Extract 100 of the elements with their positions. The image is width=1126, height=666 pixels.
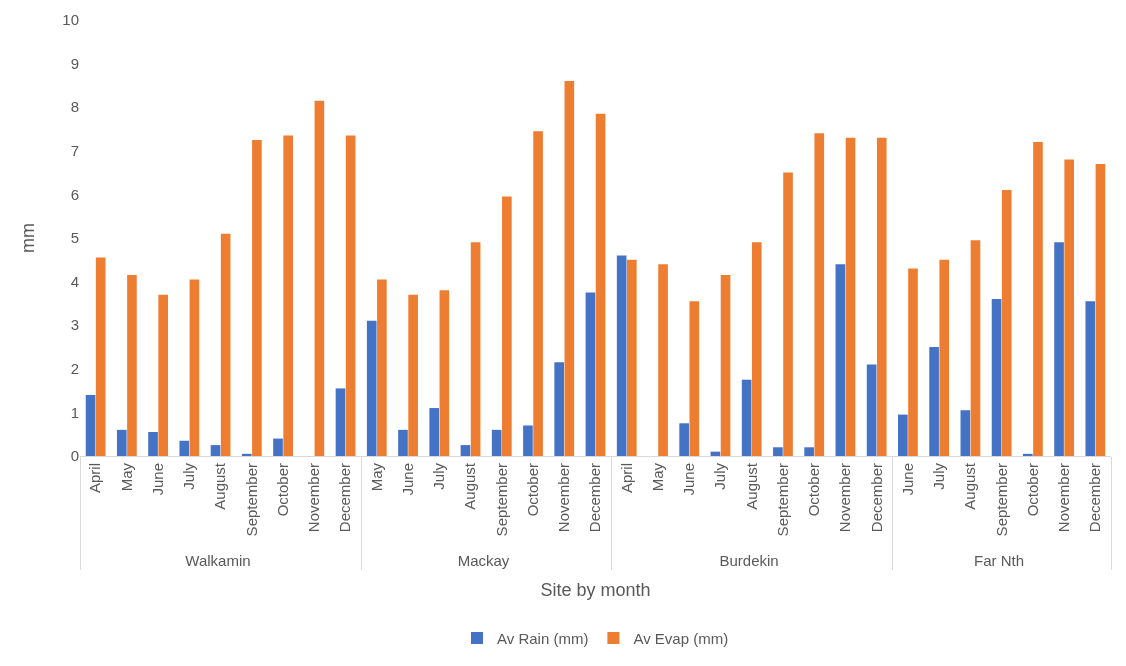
x-tick-label: November [305,463,323,533]
x-tick-label: May [117,462,135,492]
bar [741,379,752,456]
bar [345,135,356,456]
bar [273,438,283,456]
bar [210,445,221,456]
text: Walkamin [185,552,251,570]
bar [835,264,846,456]
y-tick-label: 3 [70,316,79,334]
y-tick-label: 2 [70,360,79,378]
bar [241,453,252,456]
bar [751,242,762,456]
x-tick-label: June [148,463,166,496]
bar [929,347,939,456]
bar [158,294,169,456]
x-tick-label: April [86,463,104,494]
bar [970,240,981,456]
bar [876,137,887,456]
bar [689,301,700,456]
x-tick-label: December [1086,463,1104,533]
text: Mackay [457,552,510,570]
y-tick-label: 6 [70,185,79,203]
bar [773,447,783,456]
x-tick-label: July [930,462,948,490]
x-tick-label: November [836,463,854,533]
bar [314,100,325,456]
bar [627,259,637,456]
bar [554,362,564,456]
x-tick-label: July [430,462,448,490]
y-tick-label: 5 [70,229,79,247]
x-tick-label: October [523,463,541,517]
bar [1001,190,1012,456]
y-axis-title: mm [18,223,38,253]
bar [116,429,127,456]
bar [189,279,200,456]
bar [960,410,971,456]
x-tick-label: August [211,462,229,510]
bar [1064,159,1075,456]
bar [491,429,502,456]
bar [95,257,106,456]
bar [616,255,627,456]
bar [533,131,543,456]
x-tick-label: June [898,463,916,496]
text: Far Nth [974,552,1025,570]
bar [991,299,1002,456]
bar [220,233,231,456]
bar [335,388,346,456]
x-tick-label: December [586,463,604,533]
bar [783,172,793,456]
bar [523,425,533,456]
x-tick-label: July [180,462,198,490]
bar [148,432,158,456]
x-tick-label: September [492,463,510,537]
bar [814,133,825,456]
bar [470,242,481,456]
y-tick-label: 0 [70,447,79,465]
bar [804,447,814,456]
legend-label: Av Rain (mm) [497,629,589,647]
x-tick-label: December [336,463,354,533]
x-tick-label: December [867,463,885,533]
x-axis-title: Site by month [540,579,651,600]
bar [1085,301,1096,456]
y-tick-label: 9 [70,54,79,72]
bar [679,423,689,456]
bar [408,294,418,456]
bar [1054,242,1064,456]
x-tick-label: July [711,462,729,490]
x-tick-label: April [617,463,635,494]
x-tick-label: November [1055,463,1073,533]
bar [720,275,731,456]
x-tick-label: June [680,463,698,496]
bar [1033,142,1043,456]
bar [564,81,575,456]
x-tick-label: May [367,462,385,492]
bar [252,139,262,456]
bar [283,135,293,456]
y-tick-label: 4 [70,272,79,290]
y-tick-label: 1 [70,403,79,421]
bar [845,137,856,456]
bar [1095,163,1106,456]
bar [502,196,512,456]
bar [179,440,190,456]
bar [127,275,137,456]
bar [898,414,908,456]
bar [439,290,450,456]
x-tick-label: September [242,463,260,537]
x-tick-label: October [273,463,291,517]
x-tick-label: August [461,462,479,510]
bar [866,364,877,456]
x-tick-label: August [742,462,760,510]
text: Burdekin [719,552,779,570]
bar [585,292,596,456]
y-tick-label: 10 [62,11,79,29]
bar [398,429,408,456]
x-tick-label: May [648,462,666,492]
bar [658,264,668,456]
bar [429,408,440,456]
bar [939,259,950,456]
x-tick-label: November [555,463,573,533]
x-tick-label: October [1023,463,1041,517]
